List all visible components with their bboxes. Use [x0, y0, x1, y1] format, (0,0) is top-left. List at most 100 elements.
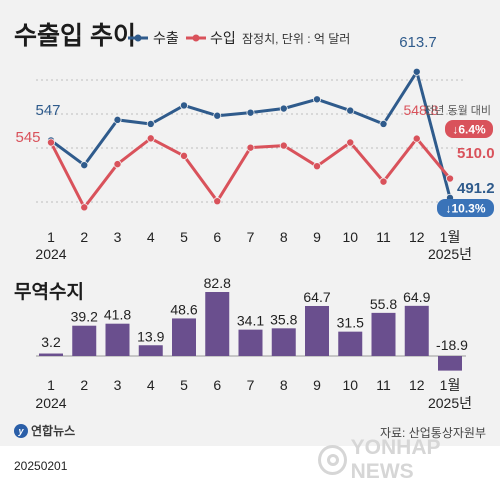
bar-value-label-3: 41.8: [104, 307, 131, 323]
line-x-label-10: 10: [342, 229, 358, 245]
line-x-label-1: 1: [47, 229, 55, 245]
import-point-5: [179, 151, 188, 160]
import-point-10: [346, 138, 355, 147]
import-change-text: ↓10.3%: [445, 202, 485, 216]
line-x-label-11: 11: [376, 229, 391, 245]
import-point-8: [279, 141, 288, 150]
yonhap-watermark: YONHAP NEWS: [318, 436, 500, 484]
bar-x-label-9: 9: [313, 377, 321, 393]
bar-x-label-10: 10: [342, 377, 358, 393]
bar-x-year-end: 2025년: [428, 395, 472, 411]
line-x-label-13: 1월: [440, 229, 461, 245]
line-x-label-9: 9: [313, 229, 321, 245]
line-x-label-5: 5: [180, 229, 188, 245]
bar-x-label-7: 7: [247, 377, 255, 393]
import-point-1: [47, 138, 56, 147]
bar-value-label-7: 34.1: [237, 313, 264, 329]
line-x-label-7: 7: [247, 229, 255, 245]
export-point-3: [113, 115, 122, 124]
bar-value-label-5: 48.6: [170, 301, 197, 317]
import-point-11: [379, 177, 388, 186]
legend-import-marker: [192, 34, 200, 42]
line-x-label-8: 8: [280, 229, 288, 245]
bar-x-label-1: 1: [47, 377, 55, 393]
yonhap-logo-icon: y: [14, 423, 28, 438]
import-label-first: 545: [15, 129, 40, 146]
export-label-first: 547: [35, 102, 60, 119]
export-label-jan: 491.2: [457, 180, 495, 197]
bar-value-label-8: 35.8: [270, 311, 297, 327]
export-change-badge: [445, 120, 493, 138]
bar-value-label-10: 31.5: [337, 315, 364, 331]
bar-x-label-8: 8: [280, 377, 288, 393]
source-note: 자료: 산업통상자원부: [379, 426, 486, 440]
bar-x-label-13: 1월: [440, 377, 461, 393]
yoy-label: 전년 동월 대비: [424, 104, 491, 117]
bar-2: [72, 325, 97, 356]
bar-x-label-4: 4: [147, 377, 155, 393]
logo-text: 연합뉴스: [31, 424, 76, 438]
bar-x-label-12: 12: [409, 377, 425, 393]
bar-1: [39, 353, 63, 356]
bar-value-label-9: 64.7: [303, 289, 330, 305]
bar-value-label-12: 64.9: [403, 289, 430, 305]
bar-value-label-2: 39.2: [71, 309, 98, 325]
import-point-9: [312, 162, 321, 171]
bar-value-label-13: -18.9: [436, 337, 468, 353]
import-point-3: [113, 160, 122, 169]
import-change-badge: [437, 199, 494, 217]
line-x-label-2: 2: [80, 229, 88, 245]
bar-value-label-1: 3.2: [41, 334, 61, 350]
import-point-4: [146, 134, 155, 143]
bar-3: [105, 323, 130, 356]
yonhap-watermark-icon: [318, 445, 347, 475]
export-point-10: [346, 106, 355, 115]
import-point-6: [213, 197, 222, 206]
export-point-11: [379, 119, 388, 128]
export-point-6: [213, 111, 222, 120]
bar-7: [238, 329, 263, 356]
import-label-dec: 548.8: [403, 102, 438, 118]
watermark-text: YONHAP NEWS: [350, 436, 441, 483]
line-x-year-end: 2025년: [428, 246, 472, 262]
line-x-year-start: 2024: [35, 246, 66, 262]
bar-8: [271, 328, 296, 356]
legend-export-marker: [134, 34, 142, 42]
bar-10: [338, 331, 363, 356]
import-point-2: [80, 203, 89, 212]
export-point-5: [179, 101, 188, 110]
bar-12: [404, 305, 429, 356]
legend-note: 잠정치, 단위 : 억 달러: [242, 32, 350, 46]
bar-x-year-start: 2024: [35, 395, 66, 411]
bar-9: [305, 305, 329, 356]
bar-value-label-6: 82.8: [204, 275, 231, 291]
bar-x-label-3: 3: [114, 377, 122, 393]
line-x-label-3: 3: [114, 229, 122, 245]
export-label-dec: 613.7: [399, 34, 437, 51]
bar-value-label-4: 13.9: [137, 328, 164, 344]
export-point-8: [279, 104, 288, 113]
chart-canvas: 수출입 추이 수출 수입 잠정치, 단위 : 억 달러547545613.7548.8…: [14, 22, 495, 411]
export-point-9: [312, 95, 321, 104]
import-point-7: [246, 143, 255, 152]
legend-import-label: 수입: [210, 30, 236, 46]
series-line-export: [50, 70, 452, 199]
bar-x-label-11: 11: [376, 377, 391, 393]
export-point-12: [412, 67, 421, 76]
bar-x-label-2: 2: [80, 377, 88, 393]
bar-5: [172, 318, 196, 356]
date-stamp: 20250201: [14, 459, 68, 473]
bar-value-label-11: 55.8: [370, 296, 397, 312]
import-point-12: [412, 134, 421, 143]
bar-13: [438, 356, 462, 371]
bar-11: [371, 312, 396, 356]
export-point-2: [80, 161, 89, 170]
export-point-4: [146, 119, 155, 128]
export-point-7: [246, 108, 255, 117]
import-point-13: [445, 174, 454, 183]
import-label-jan: 510.0: [457, 145, 495, 162]
bar-4: [138, 345, 163, 356]
legend-export-label: 수출: [153, 30, 179, 46]
export-change-text: ↓6.4%: [452, 123, 486, 137]
